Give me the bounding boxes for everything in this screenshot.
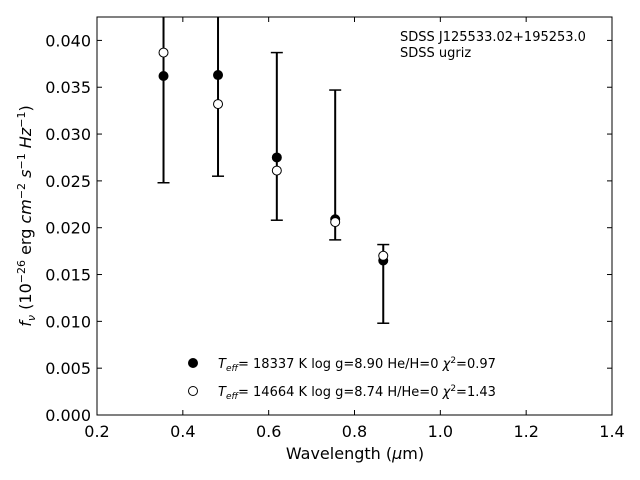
- x-tick-label: 1.2: [513, 422, 538, 441]
- y-tick-label: 0.030: [45, 125, 91, 144]
- plot-frame: [96, 16, 613, 416]
- y-tick-label: 0.020: [45, 219, 91, 238]
- y-axis-ticks: 0.000 0.005 0.010 0.015 0.020 0.025 0.030 0.035…: [45, 31, 612, 425]
- x-tick-label: 0.6: [256, 422, 281, 441]
- legend-entry-2: Teff= 14664 K log g=8.74 H/He=0 χ2=1.43: [218, 384, 496, 402]
- y-tick-label: 0.015: [45, 266, 91, 285]
- x-axis-label: Wavelength (μm): [286, 444, 424, 463]
- x-axis-ticks: 0.2 0.4 0.6 0.8 1.0 1.2 1.4: [84, 17, 625, 441]
- y-tick-label: 0.025: [45, 172, 91, 191]
- point-open: [378, 250, 389, 261]
- point-open: [330, 217, 341, 228]
- y-tick-label: 0.005: [45, 359, 91, 378]
- annotation-object: SDSS J125533.02+195253.0: [400, 30, 586, 45]
- y-tick-label: 0.040: [45, 31, 91, 50]
- x-tick-label: 1.4: [599, 422, 624, 441]
- legend: Teff= 18337 K log g=8.90 He/H=0 χ2=0.97 …: [188, 356, 496, 402]
- legend-marker-open: [188, 386, 198, 396]
- point-filled: [158, 70, 169, 81]
- point-open: [158, 47, 169, 58]
- y-tick-label: 0.035: [45, 78, 91, 97]
- y-tick-label: 0.010: [45, 312, 91, 331]
- data-points: [158, 47, 389, 266]
- point-open: [213, 99, 224, 110]
- legend-entry-1: Teff= 18337 K log g=8.90 He/H=0 χ2=0.97: [218, 356, 496, 374]
- point-filled: [271, 152, 282, 163]
- point-filled: [213, 70, 224, 81]
- x-tick-label: 0.2: [84, 422, 109, 441]
- x-tick-label: 0.4: [170, 422, 195, 441]
- y-tick-label: 0.000: [45, 406, 91, 425]
- y-axis-label: fν (10−26 erg cm−2 s−1 Hz−1): [15, 105, 38, 326]
- x-tick-label: 1.0: [428, 422, 453, 441]
- error-bars: [157, 17, 390, 324]
- legend-marker-filled: [188, 358, 198, 368]
- point-open: [271, 165, 282, 176]
- annotation-filters: SDSS ugriz: [400, 46, 471, 61]
- x-tick-label: 0.8: [342, 422, 367, 441]
